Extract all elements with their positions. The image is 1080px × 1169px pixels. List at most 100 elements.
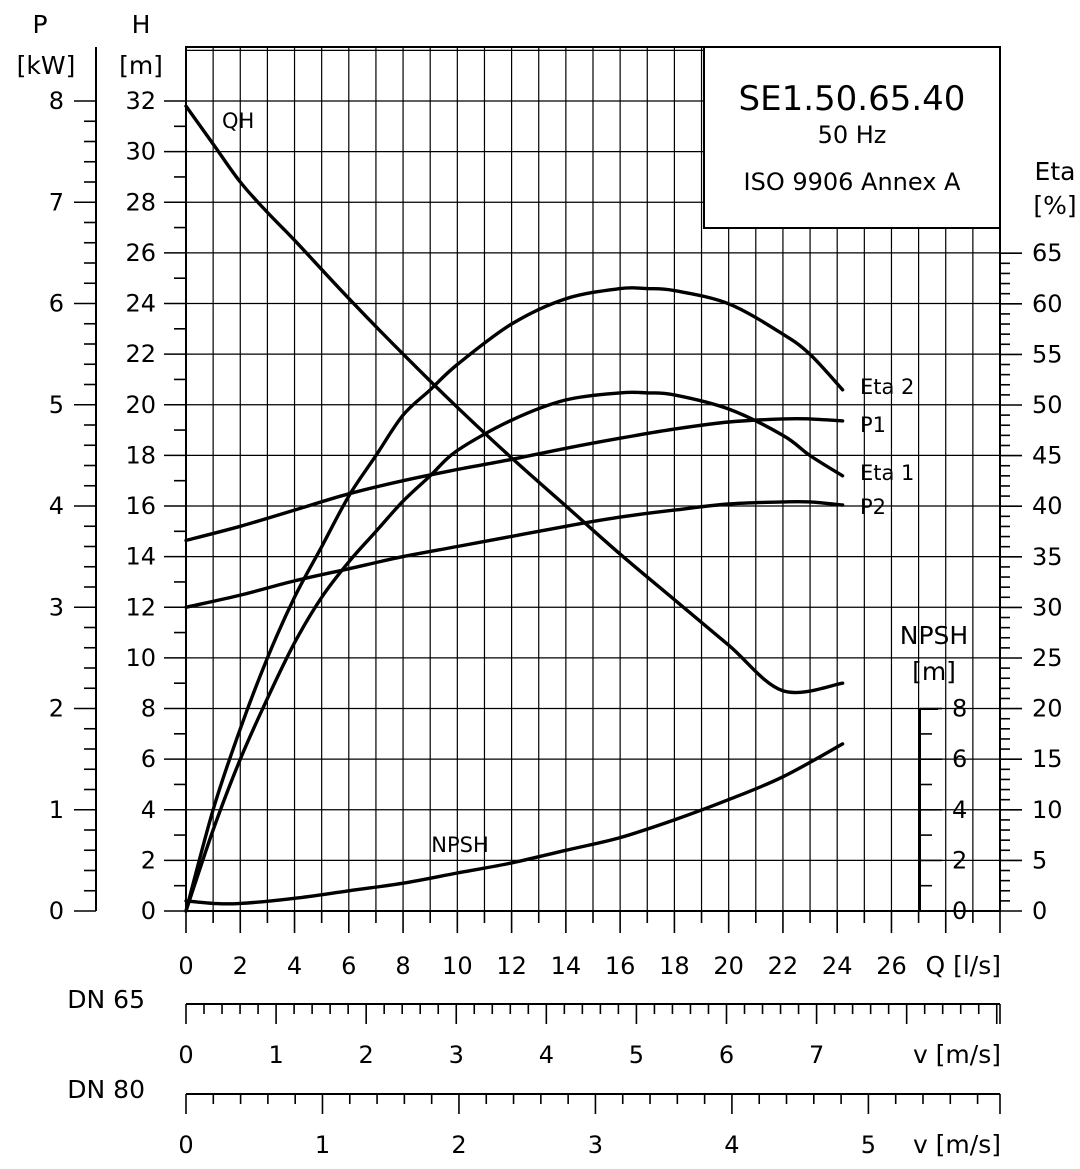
eta-axis-tick-label: 20 <box>1032 695 1063 723</box>
h-axis-tick-label: 16 <box>125 492 156 520</box>
npsh-axis-tick-label: 0 <box>952 897 967 925</box>
p-axis-unit: [kW] <box>17 51 76 80</box>
p-axis-tick-label: 0 <box>49 897 64 925</box>
p-axis-title: P <box>32 10 47 39</box>
q-axis-tick-label: 14 <box>551 952 582 980</box>
dn80-scale-label: DN 80 <box>67 1075 145 1104</box>
dn65-velocity-unit: v [m/s] <box>913 1040 1001 1069</box>
p-axis-tick-label: 5 <box>49 391 64 419</box>
h-axis-title: H <box>132 10 151 39</box>
series-label-p1: P1 <box>860 413 886 437</box>
h-axis-tick-label: 12 <box>125 593 156 621</box>
h-axis-tick-label: 14 <box>125 543 156 571</box>
eta-axis-tick-label: 55 <box>1032 340 1063 368</box>
velocity-scale-tick-label: 3 <box>449 1041 464 1069</box>
p-axis-tick-label: 1 <box>49 796 64 824</box>
chart-title: SE1.50.65.40 <box>739 79 966 119</box>
chart-subtitle-frequency: 50 Hz <box>818 121 887 149</box>
h-axis-tick-label: 28 <box>125 188 156 216</box>
q-axis-tick-label: 24 <box>822 952 853 980</box>
h-axis-tick-label: 10 <box>125 644 156 672</box>
h-axis-unit: [m] <box>119 51 163 80</box>
velocity-scale-tick-label: 4 <box>724 1131 739 1159</box>
npsh-axis-tick-label: 8 <box>952 695 967 723</box>
h-axis-tick-label: 26 <box>125 239 156 267</box>
q-axis-tick-label: 12 <box>496 952 527 980</box>
h-axis-tick-label: 0 <box>141 897 156 925</box>
series-curve-p1 <box>184 416 845 543</box>
series-curve-qh <box>184 104 845 695</box>
eta-axis-tick-label: 65 <box>1032 239 1063 267</box>
grid-lines <box>186 47 1000 911</box>
eta-axis-tick-label: 25 <box>1032 644 1063 672</box>
series-label-eta-1: Eta 1 <box>860 461 914 485</box>
eta-axis-tick-label: 40 <box>1032 492 1063 520</box>
series-label-eta-2: Eta 2 <box>860 375 914 399</box>
axis-ticks: 0246810121416182022242628303201234567805… <box>49 87 1063 1159</box>
eta-axis-tick-label: 0 <box>1032 897 1047 925</box>
velocity-scale-tick-label: 0 <box>178 1131 193 1159</box>
q-axis-tick-label: 22 <box>768 952 799 980</box>
npsh-axis-tick-label: 6 <box>952 745 967 773</box>
velocity-scale-tick-label: 6 <box>719 1041 734 1069</box>
eta-axis-tick-label: 35 <box>1032 543 1063 571</box>
series-label-npsh: NPSH <box>431 833 489 857</box>
q-axis-tick-label: 10 <box>442 952 473 980</box>
p-axis-tick-label: 6 <box>49 290 64 318</box>
h-axis-tick-label: 4 <box>141 796 156 824</box>
eta-axis-tick-label: 15 <box>1032 745 1063 773</box>
h-axis-tick-label: 30 <box>125 138 156 166</box>
q-axis-tick-label: 6 <box>341 952 356 980</box>
q-axis-tick-label: 4 <box>287 952 302 980</box>
p-axis-tick-label: 7 <box>49 188 64 216</box>
q-axis-tick-label: 0 <box>178 952 193 980</box>
q-axis-tick-label: 18 <box>659 952 690 980</box>
series-curve-eta-2 <box>184 286 845 913</box>
series-label-p2: P2 <box>860 495 886 519</box>
h-axis-tick-label: 24 <box>125 290 156 318</box>
npsh-axis-title: NPSH <box>900 621 968 650</box>
h-axis-tick-label: 32 <box>125 87 156 115</box>
p-axis-tick-label: 3 <box>49 593 64 621</box>
velocity-scale-tick-label: 1 <box>268 1041 283 1069</box>
title-box: SE1.50.65.40 50 Hz ISO 9906 Annex A <box>703 46 1001 229</box>
dn65-scale-label: DN 65 <box>67 985 145 1014</box>
p-axis-tick-label: 8 <box>49 87 64 115</box>
series-curve-npsh <box>184 742 845 906</box>
h-axis-tick-label: 22 <box>125 340 156 368</box>
chart-subtitle-standard: ISO 9906 Annex A <box>744 168 962 196</box>
npsh-axis-unit: [m] <box>912 657 956 686</box>
h-axis-tick-label: 2 <box>141 846 156 874</box>
eta-axis-tick-label: 45 <box>1032 442 1063 470</box>
q-axis-title: Q [l/s] <box>925 951 1001 980</box>
h-axis-tick-label: 20 <box>125 391 156 419</box>
series-curve-p2 <box>184 499 845 609</box>
q-axis-tick-label: 20 <box>713 952 744 980</box>
eta-axis-tick-label: 30 <box>1032 593 1063 621</box>
series-curve-eta-1 <box>184 390 845 913</box>
q-axis-tick-label: 26 <box>876 952 907 980</box>
eta-axis-unit: [%] <box>1033 191 1076 220</box>
h-axis-tick-label: 8 <box>141 695 156 723</box>
velocity-scale-tick-label: 2 <box>451 1131 466 1159</box>
series-curves: QH Eta 2 Eta 1 P1 P2 NPSH <box>184 104 914 913</box>
h-axis-tick-label: 6 <box>141 745 156 773</box>
p-axis-tick-label: 4 <box>49 492 64 520</box>
q-axis-tick-label: 2 <box>233 952 248 980</box>
q-axis-tick-label: 16 <box>605 952 636 980</box>
velocity-scale-tick-label: 1 <box>315 1131 330 1159</box>
axis-titles: P [kW] H [m] Eta [%] NPSH [m] Q [l/s] DN… <box>17 10 1077 1159</box>
h-axis-tick-label: 18 <box>125 441 156 469</box>
velocity-scale-tick-label: 0 <box>178 1041 193 1069</box>
velocity-scale-tick-label: 4 <box>539 1041 554 1069</box>
velocity-scale-tick-label: 3 <box>588 1131 603 1159</box>
eta-axis-tick-label: 5 <box>1032 846 1047 874</box>
dn80-velocity-unit: v [m/s] <box>913 1130 1001 1159</box>
eta-axis-tick-label: 50 <box>1032 391 1063 419</box>
series-label-qh: QH <box>222 109 254 133</box>
q-axis-tick-label: 8 <box>395 952 410 980</box>
p-axis-tick-label: 2 <box>49 695 64 723</box>
npsh-axis-tick-label: 2 <box>952 846 967 874</box>
velocity-scale-tick-label: 5 <box>629 1041 644 1069</box>
